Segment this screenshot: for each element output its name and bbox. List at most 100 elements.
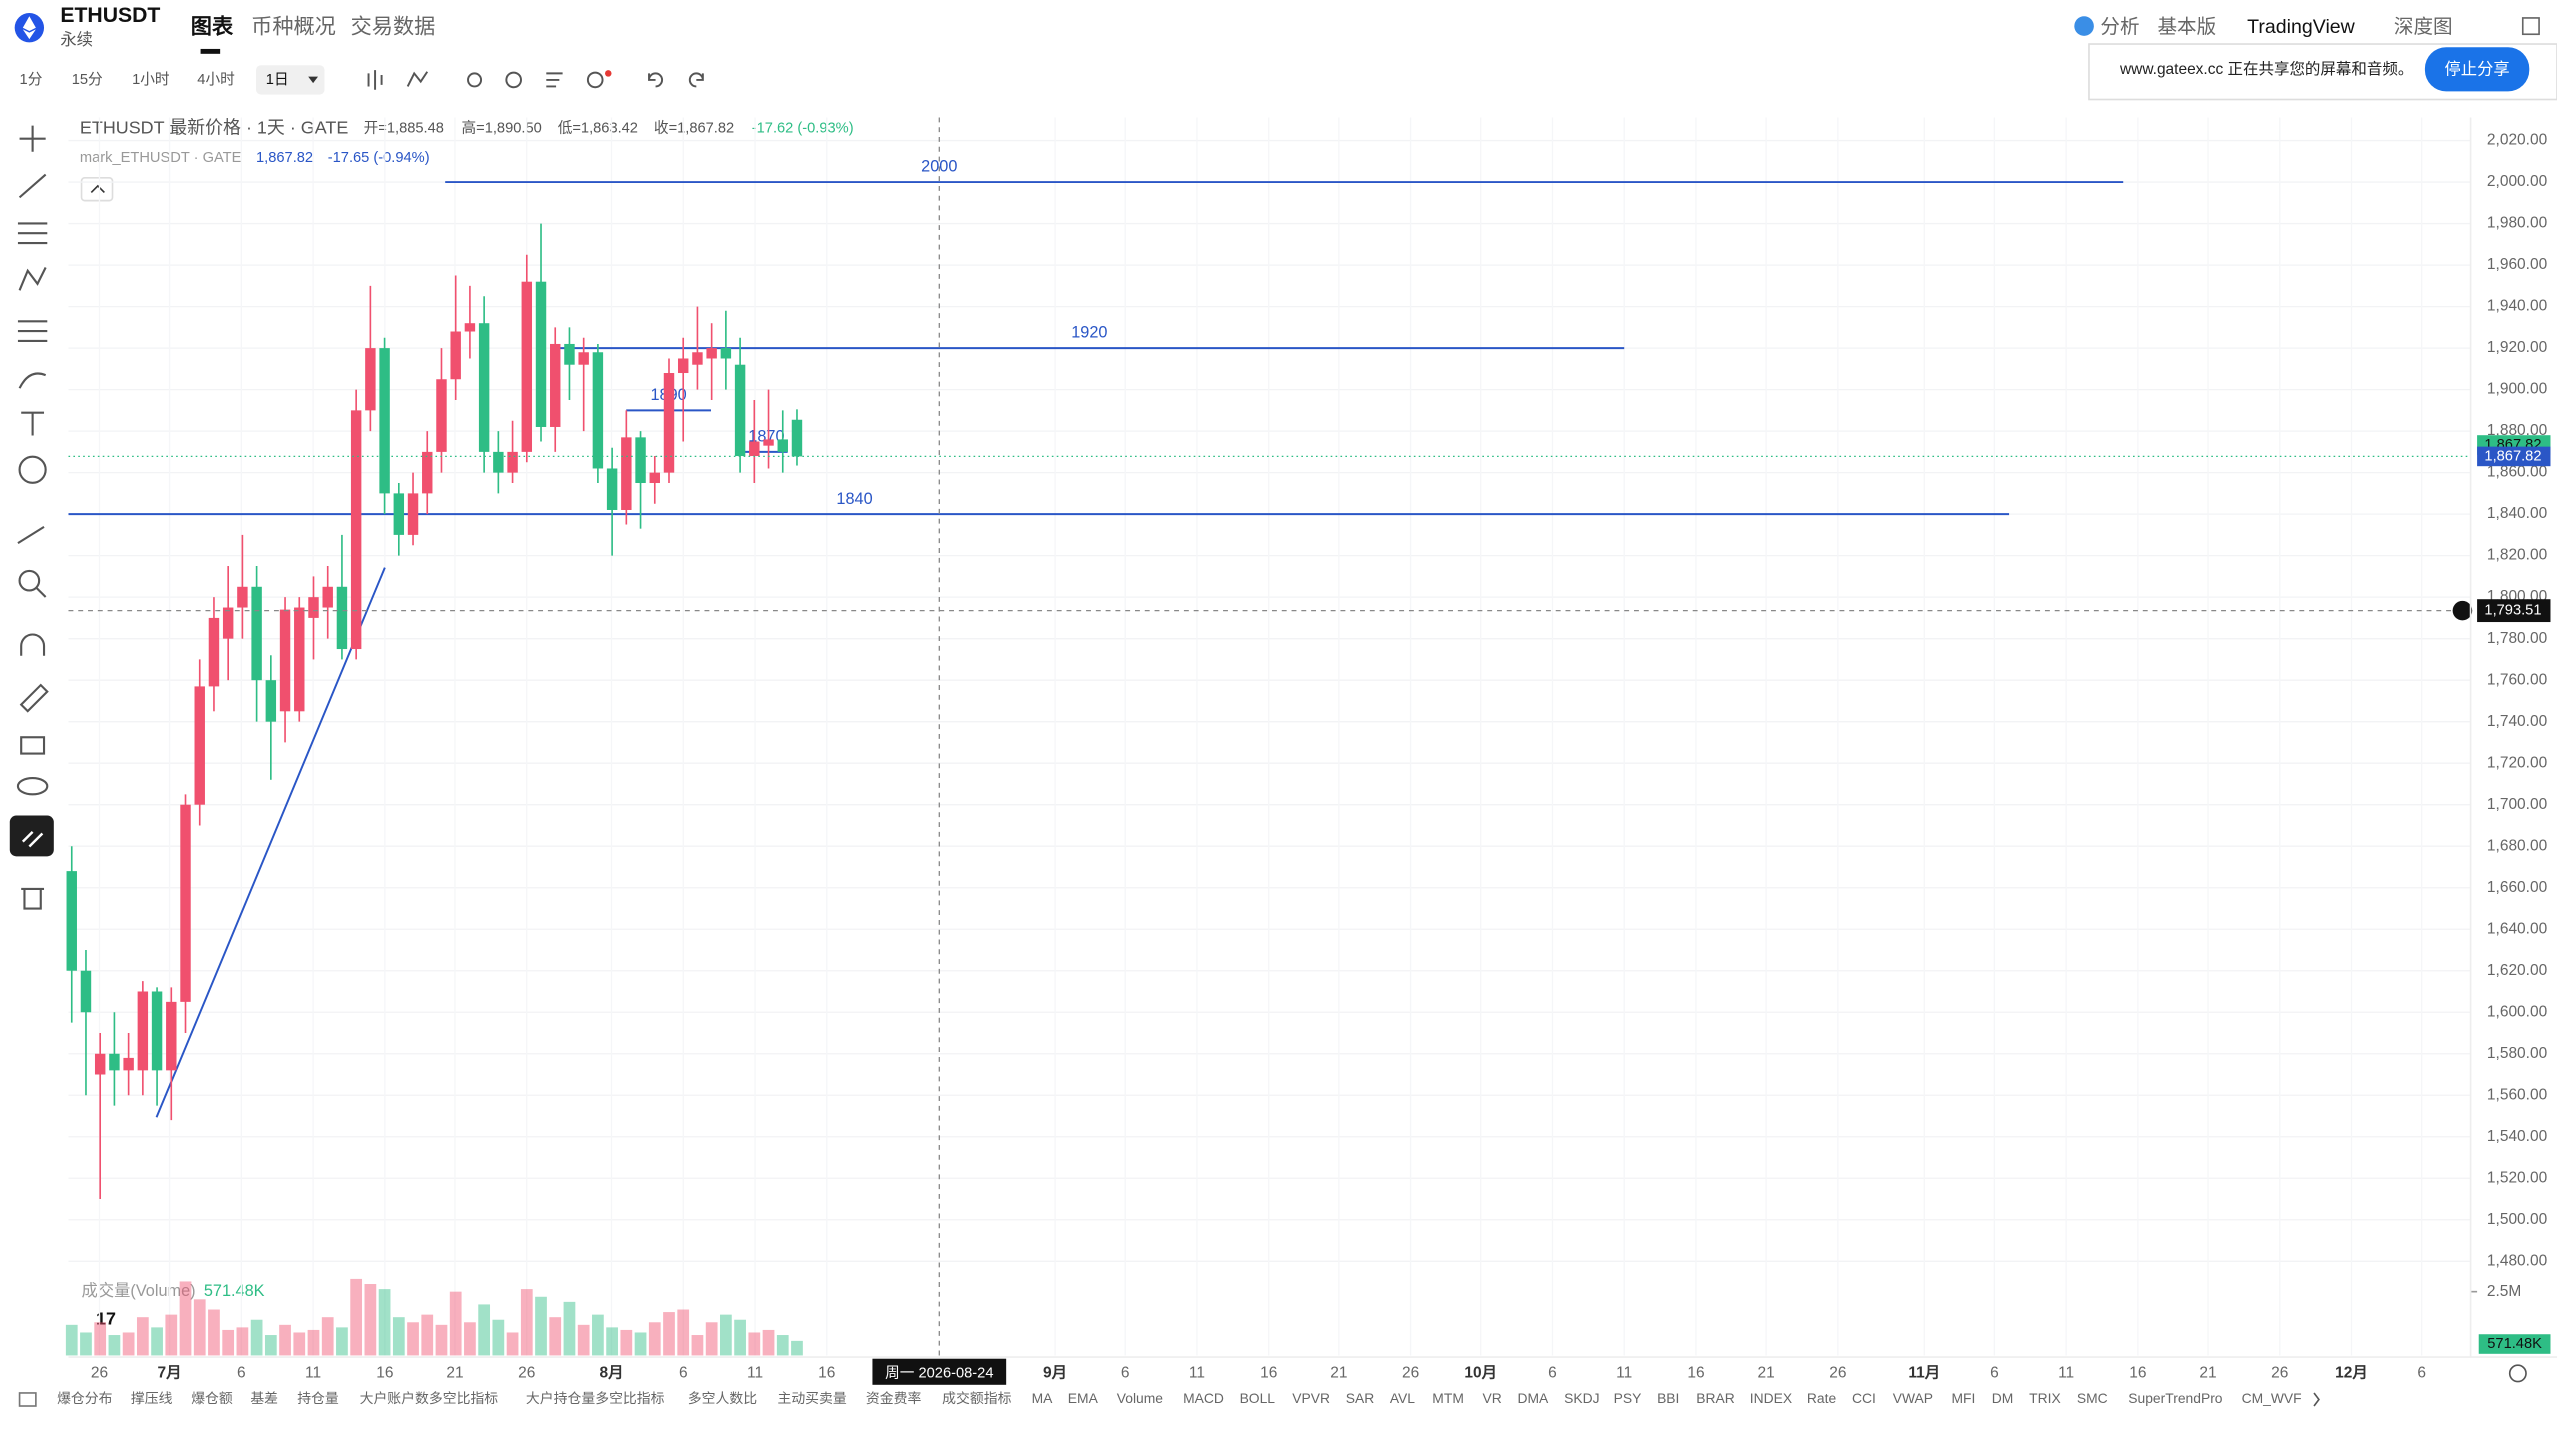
- more-arrow[interactable]: [2313, 1392, 2320, 1407]
- candle-body: [450, 331, 461, 380]
- tab[interactable]: 币种概况: [251, 14, 336, 38]
- y-tick-label: 1,920.00: [2487, 339, 2547, 356]
- indicator[interactable]: TRIX: [2029, 1390, 2061, 1406]
- link-icon[interactable]: [21, 830, 44, 848]
- indicator[interactable]: 大户持仓量多空比指标: [526, 1390, 665, 1406]
- tab[interactable]: 交易数据: [351, 14, 436, 38]
- candle-body: [677, 358, 689, 374]
- interval[interactable]: 1小时: [132, 71, 170, 88]
- volume-bar: [620, 1329, 633, 1356]
- indicator[interactable]: SuperTrendPro: [2128, 1390, 2223, 1406]
- interval[interactable]: 1分: [20, 71, 43, 88]
- calendar-icon[interactable]: [18, 1392, 37, 1407]
- volume-bar: [392, 1317, 405, 1356]
- indicator[interactable]: CM_WVF: [2242, 1390, 2302, 1406]
- y-tick-label: 1,720.00: [2487, 754, 2547, 771]
- share-text: www.gateex.cc 正在共享您的屏幕和音频。: [2119, 60, 2413, 78]
- candle-body: [94, 1053, 106, 1075]
- volume-bar: [307, 1329, 320, 1356]
- indicator[interactable]: 主动买卖量: [777, 1390, 846, 1406]
- indicator[interactable]: 成交额指标: [942, 1390, 1011, 1406]
- indicator[interactable]: 持仓量: [297, 1390, 339, 1406]
- y-tick-label: 2,020.00: [2487, 132, 2547, 149]
- interval[interactable]: 15分: [72, 71, 103, 88]
- candle-body: [194, 686, 205, 805]
- collapse-button[interactable]: [80, 176, 114, 202]
- indicator[interactable]: DM: [1992, 1390, 2014, 1406]
- interval[interactable]: 4小时: [197, 71, 235, 88]
- right-tab[interactable]: TradingView: [2247, 16, 2356, 38]
- x-tick-label: 9月: [1043, 1363, 1067, 1381]
- candle-body: [521, 281, 533, 452]
- interval[interactable]: 1日: [266, 72, 289, 88]
- indicator[interactable]: CCI: [1852, 1390, 1876, 1406]
- indicator[interactable]: MACD: [1183, 1390, 1224, 1406]
- tv-logo-bg: [88, 1306, 124, 1333]
- indicator[interactable]: 多空人数比: [688, 1390, 757, 1406]
- x-tick-label: 26: [518, 1364, 535, 1381]
- indicator[interactable]: MA: [1032, 1390, 1054, 1406]
- indicator[interactable]: VWAP: [1893, 1390, 1933, 1406]
- indicator[interactable]: BOLL: [1240, 1390, 1276, 1406]
- indicator[interactable]: SMC: [2077, 1390, 2108, 1406]
- right-tab[interactable]: 基本版: [2157, 16, 2216, 38]
- mark-name: mark_ETHUSDT · GATE: [80, 150, 242, 166]
- toolbar-icons[interactable]: [367, 70, 704, 90]
- indicator[interactable]: INDEX: [1750, 1390, 1792, 1406]
- volume-bar: [208, 1309, 220, 1356]
- indicator[interactable]: MTM: [1432, 1390, 1464, 1406]
- candle-body: [763, 439, 774, 446]
- right-tab[interactable]: 分析: [2100, 16, 2139, 38]
- symbol[interactable]: ETHUSDT: [60, 4, 160, 27]
- volume-bar: [478, 1304, 491, 1356]
- right-tab[interactable]: 深度图: [2394, 16, 2453, 38]
- indicator[interactable]: Rate: [1807, 1390, 1837, 1406]
- indicator[interactable]: BRAR: [1696, 1390, 1735, 1406]
- dropdown-arrow[interactable]: [308, 76, 318, 84]
- indicator[interactable]: 大户账户数多空比指标: [360, 1390, 499, 1406]
- indicator[interactable]: MFI: [1951, 1390, 1975, 1406]
- volume-last: 571.48K: [204, 1282, 265, 1300]
- stop-share-button[interactable]: [2424, 47, 2530, 92]
- indicator[interactable]: 撑压线: [131, 1390, 173, 1406]
- candle-body: [706, 348, 717, 359]
- candle-body: [606, 468, 618, 510]
- drawing-tools[interactable]: [16, 125, 49, 910]
- indicator[interactable]: VPVR: [1292, 1390, 1330, 1406]
- x-tick-label: 16: [1260, 1364, 1277, 1381]
- candle-body: [237, 586, 248, 608]
- crosshair-add[interactable]: [2452, 600, 2473, 621]
- notify-dot: [605, 70, 612, 77]
- volume-bar: [720, 1314, 732, 1356]
- indicator[interactable]: AVL: [1390, 1390, 1415, 1406]
- indicator[interactable]: DMA: [1517, 1390, 1549, 1406]
- indicator[interactable]: PSY: [1614, 1390, 1642, 1406]
- indicator[interactable]: BBI: [1657, 1390, 1679, 1406]
- volume-bar: [634, 1332, 647, 1356]
- indicator[interactable]: 爆仓额: [191, 1390, 233, 1406]
- indicator[interactable]: VR: [1482, 1390, 1501, 1406]
- stop-share-label[interactable]: 停止分享: [2445, 60, 2510, 78]
- indicator[interactable]: SKDJ: [1564, 1390, 1599, 1406]
- indicator[interactable]: 基差: [250, 1390, 278, 1406]
- indicator[interactable]: 资金费率: [866, 1390, 922, 1406]
- volume-bar: [108, 1335, 121, 1356]
- volume-bar: [663, 1312, 675, 1356]
- x-tick-label: 11: [1189, 1364, 1205, 1381]
- x-tick-label: 26: [1829, 1364, 1846, 1381]
- y-tick-label: 1,880.00: [2487, 422, 2547, 439]
- candle-body: [734, 364, 746, 457]
- indicator[interactable]: Volume: [1117, 1390, 1164, 1406]
- candle-body: [379, 348, 390, 494]
- candle-body: [564, 343, 575, 365]
- candle-body: [151, 991, 163, 1071]
- indicator[interactable]: 爆仓分布: [57, 1390, 113, 1406]
- y-tick-label: 1,780.00: [2487, 630, 2547, 647]
- y-tick-label: 1,680.00: [2487, 837, 2547, 854]
- indicator[interactable]: EMA: [1068, 1390, 1099, 1406]
- window-icon[interactable]: [2521, 17, 2540, 36]
- tab[interactable]: 图表: [191, 14, 234, 38]
- settings-icon[interactable]: [2508, 1364, 2527, 1383]
- indicator[interactable]: SAR: [1346, 1390, 1374, 1406]
